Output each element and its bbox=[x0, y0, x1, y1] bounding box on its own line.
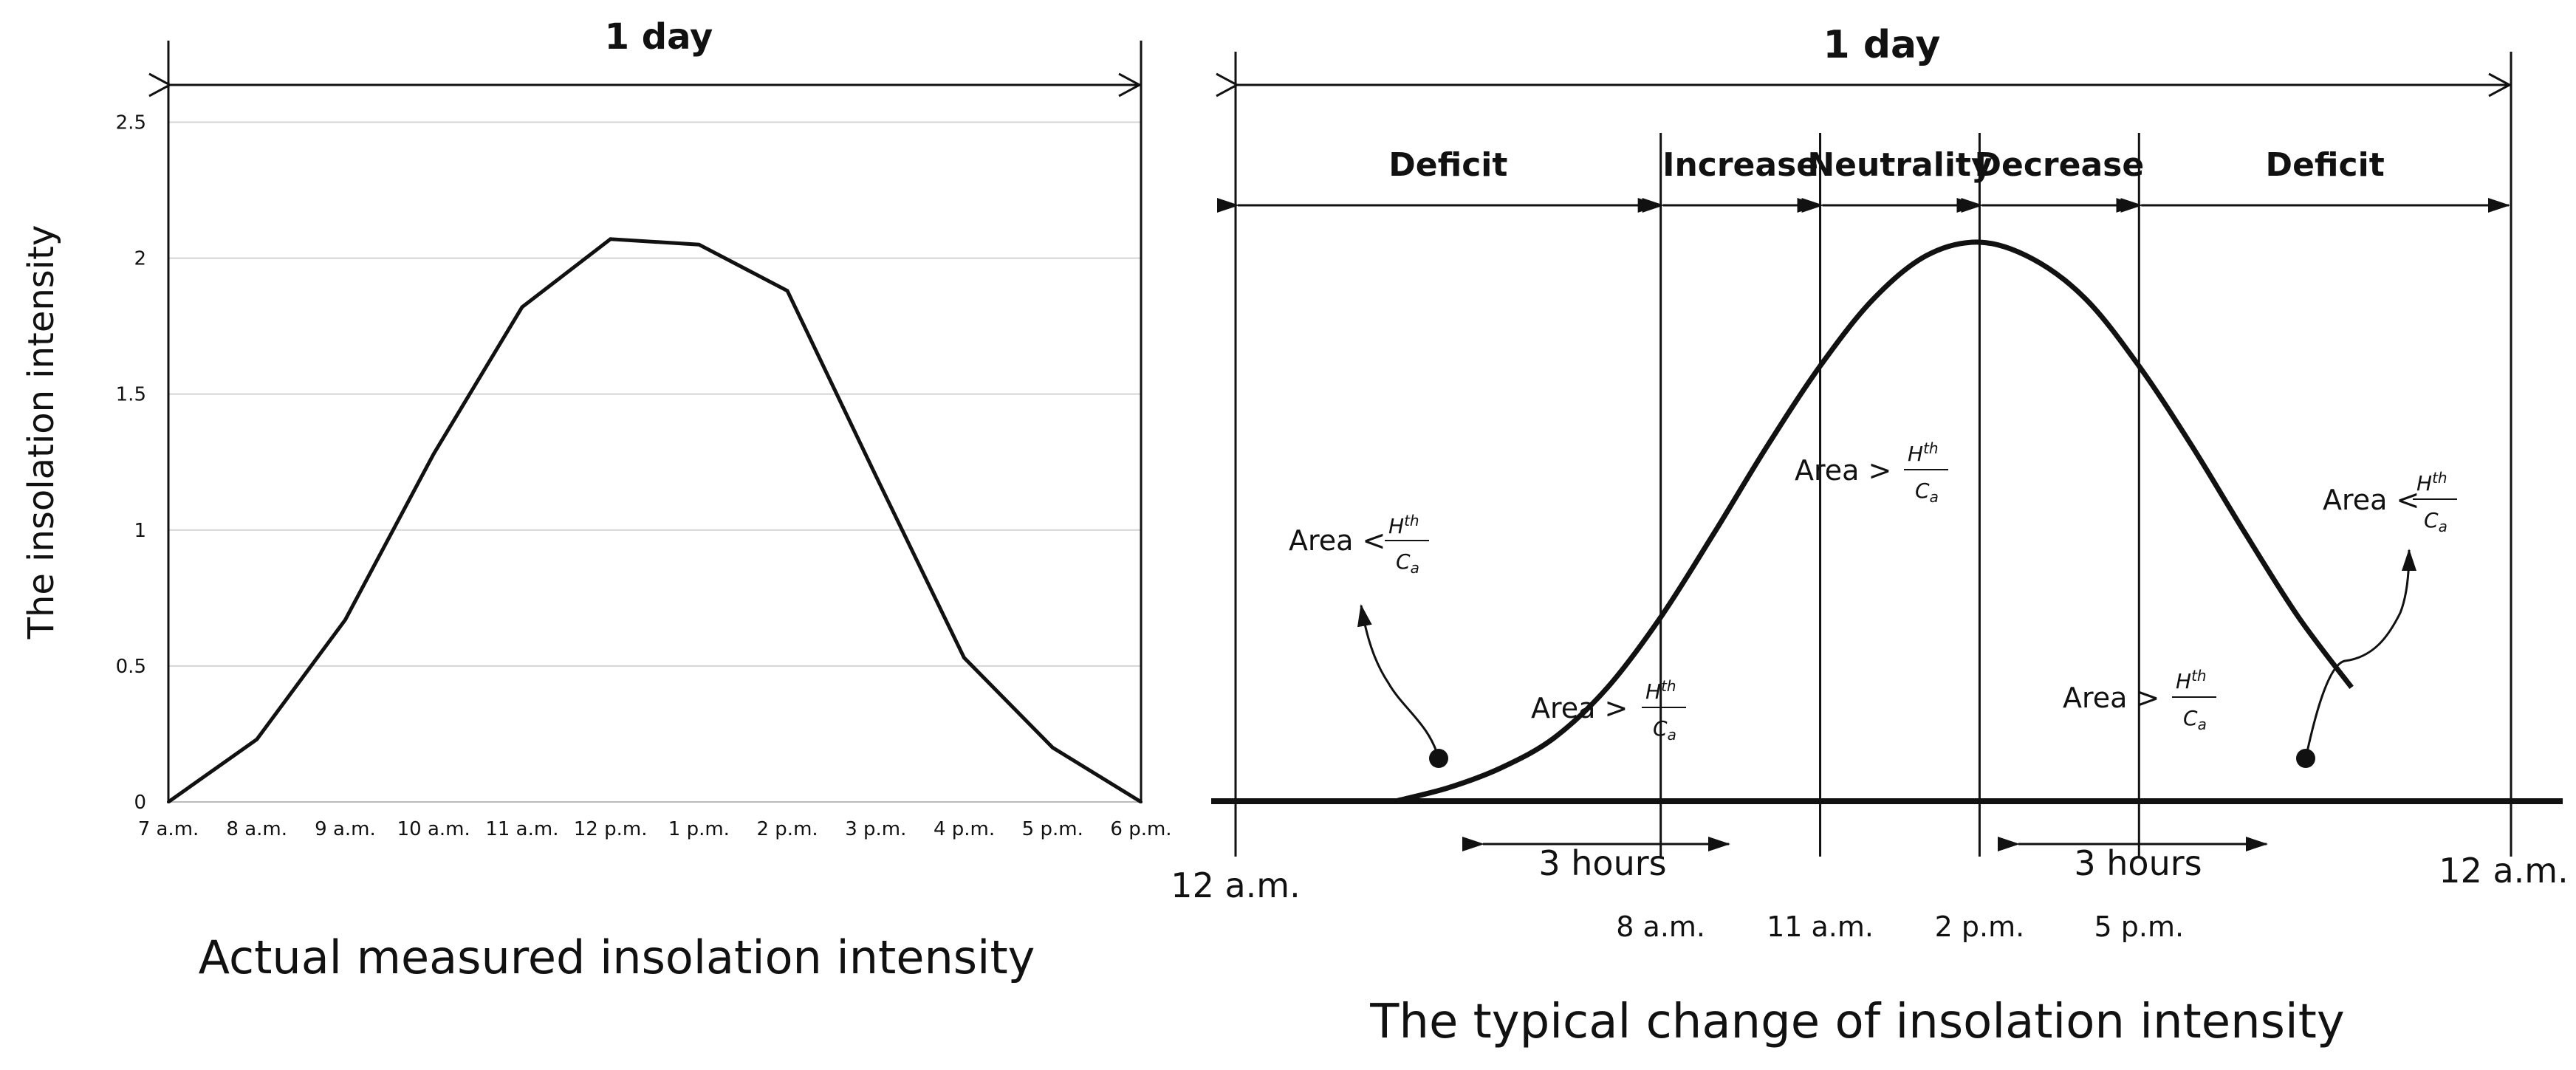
fraction-numerator: Hth bbox=[1388, 512, 1419, 538]
left-x-ticks: 7 a.m. 8 a.m. 9 a.m. 10 a.m. 11 a.m. 12 p.m. 1… bbox=[138, 818, 1172, 840]
right-edge-label-right: 12 a.m. bbox=[2439, 851, 2568, 891]
left-x-tick-label: 1 p.m. bbox=[668, 818, 730, 840]
annotation-area-greater-decrease: Area > Hth Ca bbox=[2063, 667, 2216, 733]
left-y-axis-label: The insolation intensity bbox=[21, 225, 62, 640]
interval-label-1: 3 hours bbox=[1538, 843, 1666, 883]
left-y-ticks: 0 0.5 1 1.5 2 2.5 bbox=[116, 112, 146, 814]
phase-label: Increase bbox=[1662, 146, 1818, 184]
left-data-point bbox=[1051, 746, 1055, 750]
annotation-text: Area < bbox=[2323, 484, 2419, 516]
fraction-numerator: Hth bbox=[2416, 469, 2447, 495]
right-curve bbox=[1394, 239, 2354, 804]
phase-label: Deficit bbox=[1388, 146, 1507, 184]
left-data-point bbox=[1140, 800, 1143, 803]
phase-label: Decrease bbox=[1974, 146, 2144, 184]
left-y-tick-label: 1 bbox=[134, 520, 146, 542]
phase-label: Deficit bbox=[2266, 146, 2385, 184]
left-x-tick-label: 2 p.m. bbox=[757, 818, 818, 840]
left-title: 1 day bbox=[605, 16, 713, 58]
right-chart: 1 day 8 a.m. 11 a.m. 2 p.m. 5 p.m. Deficit I… bbox=[1171, 23, 2568, 1049]
annotation-text: Area < bbox=[1289, 524, 1385, 557]
left-data-point bbox=[609, 237, 612, 241]
fraction-denominator: Ca bbox=[2183, 706, 2207, 733]
fraction-denominator: Ca bbox=[1915, 479, 1939, 506]
annotation-text: Area > bbox=[2063, 682, 2159, 714]
interval-label-2: 3 hours bbox=[2074, 843, 2202, 883]
right-edge-label-left: 12 a.m. bbox=[1171, 865, 1300, 905]
left-x-tick-label: 8 a.m. bbox=[226, 818, 287, 840]
left-chart: 1 day The insolation intensity 0 0.5 1 1.5 2… bbox=[21, 16, 1172, 984]
left-x-tick-label: 4 p.m. bbox=[934, 818, 995, 840]
left-grid bbox=[168, 121, 1141, 667]
left-data-point bbox=[962, 656, 966, 659]
left-points bbox=[167, 237, 1143, 803]
left-data-point bbox=[874, 474, 877, 478]
left-y-tick-label: 2.5 bbox=[116, 112, 146, 134]
annotation-pointer bbox=[2304, 549, 2416, 759]
right-intervals: 3 hours 3 hours bbox=[1462, 837, 2268, 883]
left-data-point bbox=[697, 243, 701, 247]
left-data-point bbox=[343, 618, 347, 622]
fraction-numerator: Hth bbox=[1645, 677, 1676, 704]
left-x-tick-label: 11 a.m. bbox=[485, 818, 558, 840]
left-y-tick-label: 2 bbox=[134, 248, 146, 270]
left-caption: Actual measured insolation intensity bbox=[199, 930, 1035, 984]
left-data-point bbox=[520, 305, 524, 309]
fraction-denominator: Ca bbox=[1396, 549, 1419, 577]
fraction-numerator: Hth bbox=[2176, 667, 2207, 693]
right-boundary-label: 8 a.m. bbox=[1616, 910, 1705, 943]
left-x-tick-label: 10 a.m. bbox=[397, 818, 470, 840]
right-boundary-label: 2 p.m. bbox=[1935, 910, 2025, 943]
fraction-denominator: Ca bbox=[1653, 716, 1676, 744]
right-boundary-label: 11 a.m. bbox=[1767, 910, 1874, 943]
annotation-dot bbox=[1429, 749, 1448, 768]
left-x-tick-label: 12 p.m. bbox=[574, 818, 648, 840]
annotation-area-greater-neutral: Area > Hth Ca bbox=[1795, 439, 1948, 506]
left-x-tick-label: 3 p.m. bbox=[845, 818, 906, 840]
annotation-text: Area > bbox=[1795, 454, 1891, 487]
annotation-text: Area > bbox=[1531, 692, 1628, 724]
left-y-tick-label: 0 bbox=[134, 792, 146, 814]
right-boundary-label: 5 p.m. bbox=[2094, 910, 2185, 943]
left-y-tick-label: 0.5 bbox=[116, 656, 146, 678]
left-x-tick-label: 7 a.m. bbox=[138, 818, 199, 840]
left-x-tick-label: 5 p.m. bbox=[1022, 818, 1083, 840]
fraction-denominator: Ca bbox=[2424, 508, 2447, 535]
annotation-area-greater-increase: Area > Hth Ca bbox=[1531, 677, 1686, 744]
annotation-area-less-right: Area < Hth Ca bbox=[2296, 469, 2457, 768]
annotation-pointer bbox=[1357, 604, 1440, 759]
right-caption: The typical change of insolation intensi… bbox=[1369, 995, 2344, 1049]
left-data-point bbox=[432, 452, 436, 456]
right-boundaries: 8 a.m. 11 a.m. 2 p.m. 5 p.m. bbox=[1616, 133, 2184, 943]
fraction-numerator: Hth bbox=[1908, 439, 1939, 466]
left-x-tick-label: 9 a.m. bbox=[315, 818, 376, 840]
right-title: 1 day bbox=[1823, 23, 1941, 67]
annotation-area-less-left: Area < Hth Ca bbox=[1289, 512, 1448, 768]
phase-label: Neutrality bbox=[1807, 146, 1992, 184]
left-data-point bbox=[167, 800, 170, 803]
left-series-line bbox=[167, 237, 1143, 804]
left-x-tick-label: 6 p.m. bbox=[1110, 818, 1171, 840]
left-data-point bbox=[786, 289, 789, 292]
left-y-tick-label: 1.5 bbox=[116, 384, 146, 406]
left-data-point bbox=[255, 738, 258, 741]
annotation-dot bbox=[2296, 749, 2315, 768]
